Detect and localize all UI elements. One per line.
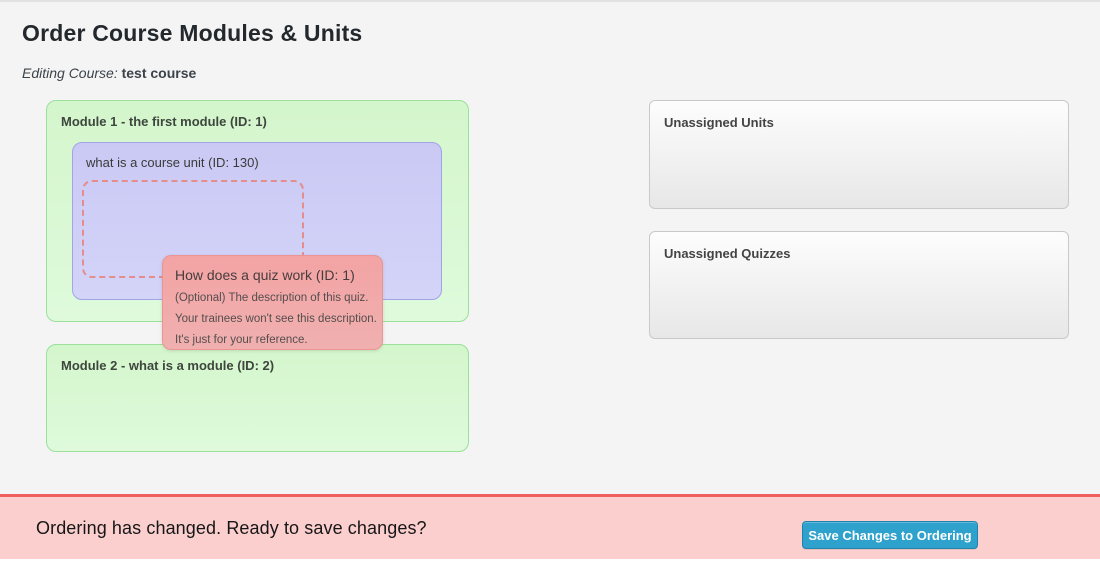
- unit-title: what is a course unit (ID: 130): [86, 155, 259, 170]
- save-changes-button[interactable]: Save Changes to Ordering: [802, 521, 978, 549]
- editing-course-subtitle: Editing Course: test course: [22, 65, 196, 81]
- save-notification-bar: Ordering has changed. Ready to save chan…: [0, 494, 1100, 559]
- page-title: Order Course Modules & Units: [22, 20, 363, 46]
- quiz-description-line: It's just for your reference.: [175, 334, 308, 346]
- quiz-description-line: Your trainees won't see this description…: [175, 313, 377, 325]
- module-card-2[interactable]: Module 2 - what is a module (ID: 2): [46, 344, 469, 452]
- quiz-title: How does a quiz work (ID: 1): [175, 267, 355, 283]
- save-message: Ordering has changed. Ready to save chan…: [36, 517, 427, 538]
- editing-course-name: test course: [121, 65, 197, 81]
- unassigned-quizzes-dropzone[interactable]: Unassigned Quizzes: [649, 231, 1069, 339]
- quiz-description: (Optional) The description of this quiz.…: [175, 288, 377, 351]
- bottom-edge-strip: [0, 559, 1100, 561]
- dragged-quiz-card[interactable]: How does a quiz work (ID: 1) (Optional) …: [162, 255, 383, 350]
- page-top-divider: [0, 0, 1100, 2]
- unassigned-units-title: Unassigned Units: [664, 115, 774, 130]
- module-title: Module 2 - what is a module (ID: 2): [61, 358, 275, 373]
- editing-course-label: Editing Course:: [22, 65, 118, 81]
- unassigned-units-dropzone[interactable]: Unassigned Units: [649, 100, 1069, 209]
- module-card-1[interactable]: Module 1 - the first module (ID: 1) what…: [46, 100, 469, 322]
- unassigned-quizzes-title: Unassigned Quizzes: [664, 246, 791, 261]
- module-title: Module 1 - the first module (ID: 1): [61, 114, 267, 129]
- quiz-description-line: (Optional) The description of this quiz.: [175, 292, 369, 304]
